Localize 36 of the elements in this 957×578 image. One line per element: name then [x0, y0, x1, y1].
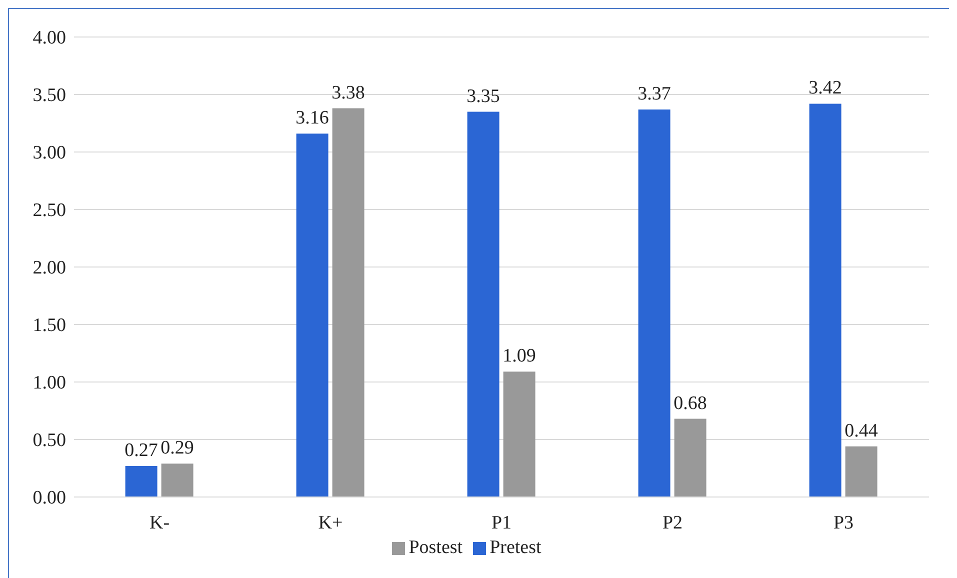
data-label: 3.35: [466, 86, 500, 107]
data-label: 0.27: [124, 440, 158, 461]
bar: [809, 104, 842, 497]
data-label: 0.68: [674, 392, 707, 414]
bar: [161, 464, 194, 497]
y-tick-label: 3.50: [32, 85, 66, 106]
bar: [125, 466, 158, 497]
data-label: 1.09: [502, 346, 536, 367]
y-tick-label: 4.00: [32, 28, 66, 49]
bar: [674, 418, 706, 497]
x-tick-label: P2: [662, 512, 683, 534]
data-label: 3.37: [638, 83, 671, 104]
x-tick-label: K-: [149, 512, 170, 534]
bar: [503, 372, 536, 497]
bar: [845, 446, 878, 497]
y-tick-label: 0.00: [32, 488, 66, 509]
data-label: 3.38: [332, 82, 365, 104]
y-tick-label: 2.00: [32, 258, 66, 279]
y-tick-label: 0.50: [32, 430, 66, 452]
bar: [467, 112, 500, 497]
y-tick-label: 2.50: [32, 200, 66, 222]
y-tick-label: 3.00: [32, 142, 66, 164]
data-label: 0.29: [160, 438, 194, 459]
bar: [332, 108, 364, 497]
data-label: 3.16: [296, 108, 329, 129]
legend-label: Postest: [408, 537, 463, 558]
legend-label: Pretest: [490, 537, 542, 558]
y-tick-label: 1.00: [32, 372, 66, 394]
bar: [638, 109, 670, 497]
x-tick-label: P3: [833, 512, 854, 534]
x-tick-label: P1: [491, 512, 512, 534]
x-tick-label: K+: [318, 512, 343, 534]
y-tick-label: 1.50: [32, 315, 66, 336]
data-label: 3.42: [808, 78, 842, 99]
data-label: 0.44: [844, 420, 878, 442]
bar: [296, 134, 328, 497]
